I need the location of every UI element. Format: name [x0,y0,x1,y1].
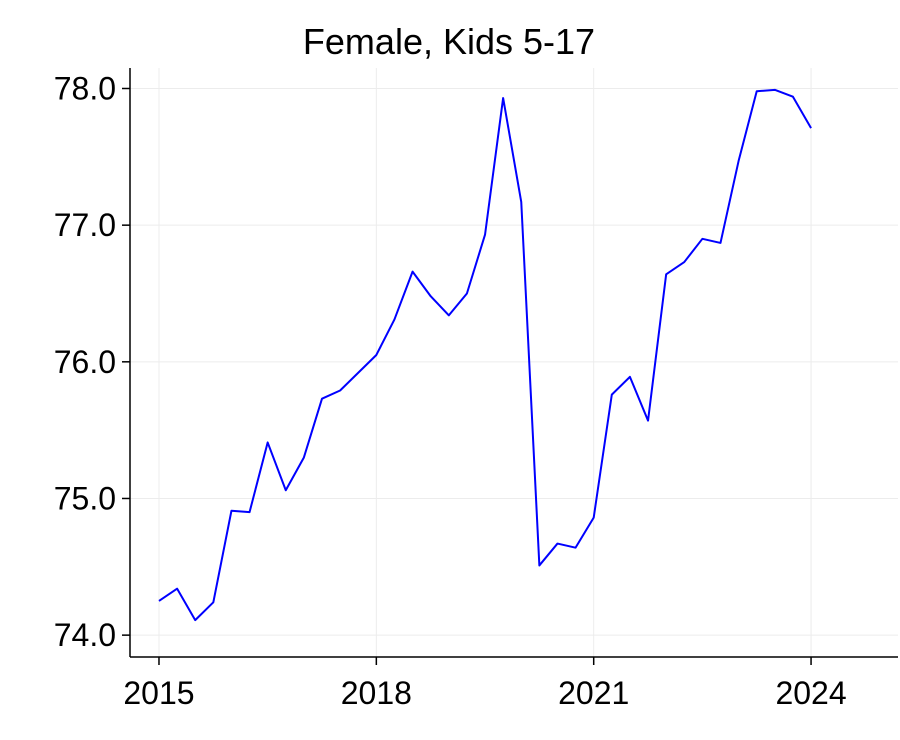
chart-title: Female, Kids 5-17 [303,21,595,62]
y-tick-label: 75.0 [54,480,116,516]
y-tick-label: 77.0 [54,207,116,243]
y-tick-label: 78.0 [54,70,116,106]
grid [130,68,898,657]
x-tick-label: 2024 [775,675,846,711]
x-tick-label: 2015 [123,675,194,711]
series-layer [158,88,812,622]
y-tick-label: 76.0 [54,344,116,380]
y-tick-label: 74.0 [54,617,116,653]
x-tick-label: 2018 [341,675,412,711]
ticks: 74.0 75.0 76.0 77.0 78.0 2015 2018 2021 2024 [54,70,847,711]
x-tick-label: 2021 [558,675,629,711]
series-line-0 [158,88,812,622]
